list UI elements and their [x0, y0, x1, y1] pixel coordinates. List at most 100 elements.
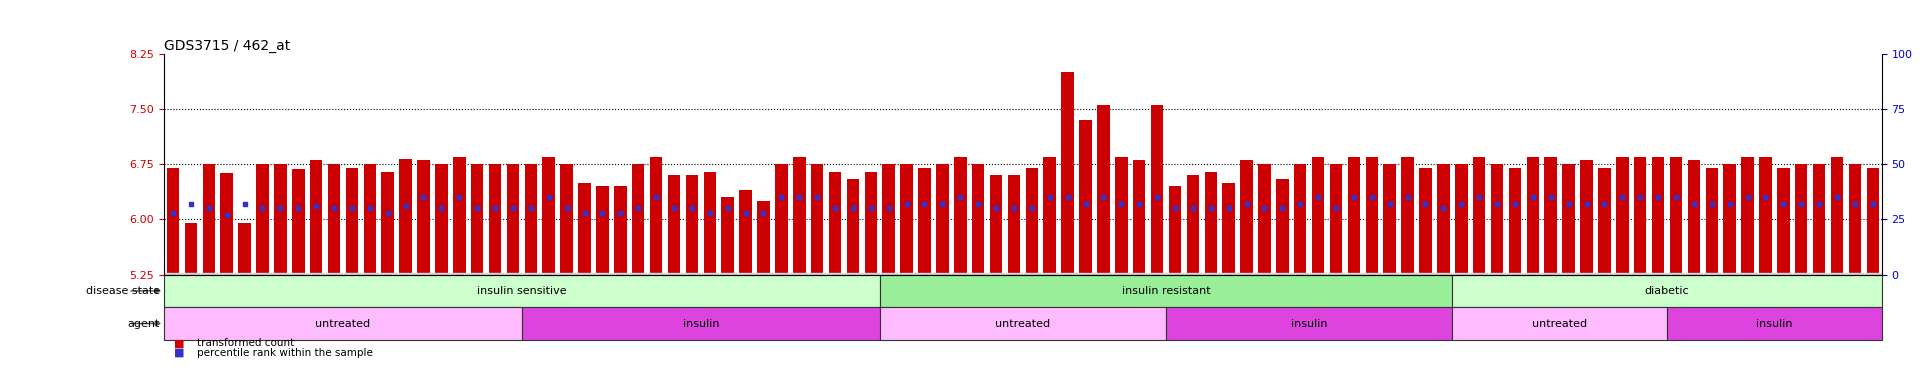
Point [1411, 201, 1442, 207]
Point [1069, 201, 1100, 207]
Bar [237, 223, 251, 275]
Bar [220, 173, 234, 275]
Point [1482, 201, 1513, 207]
Bar [936, 164, 950, 275]
Point [1034, 194, 1065, 200]
Point [1554, 201, 1585, 207]
Bar [973, 164, 984, 275]
Bar [1652, 157, 1664, 275]
Point [604, 210, 635, 216]
Bar [1669, 157, 1683, 275]
Point [1177, 205, 1208, 212]
Point [481, 205, 511, 212]
Point [355, 205, 386, 212]
Bar [311, 161, 322, 275]
Bar [1312, 157, 1324, 275]
Point [1857, 201, 1888, 207]
Bar [1366, 157, 1378, 275]
Bar [882, 164, 896, 275]
Bar [1563, 164, 1575, 275]
Point [1195, 205, 1226, 212]
Bar [185, 223, 197, 275]
Text: insulin: insulin [1756, 318, 1793, 329]
Point [1357, 194, 1388, 200]
Point [749, 210, 780, 216]
Text: insulin: insulin [683, 318, 720, 329]
Bar [488, 164, 502, 275]
Bar [1133, 161, 1146, 275]
Point [1089, 194, 1119, 200]
Bar [739, 190, 753, 275]
Point [1392, 194, 1422, 200]
Point [1696, 201, 1727, 207]
Point [301, 203, 332, 209]
Point [1320, 205, 1351, 212]
Bar [1778, 168, 1789, 275]
Text: disease state: disease state [87, 286, 160, 296]
Point [1143, 194, 1173, 200]
Point [1160, 205, 1191, 212]
Point [569, 210, 600, 216]
Bar [631, 164, 645, 275]
Bar [1204, 172, 1218, 275]
Bar [203, 164, 214, 275]
Bar [953, 157, 967, 275]
Text: agent: agent [127, 318, 160, 329]
Bar [776, 164, 787, 275]
Bar [668, 175, 679, 275]
Text: insulin: insulin [1291, 318, 1328, 329]
Bar [1706, 168, 1718, 275]
Bar [1544, 157, 1558, 275]
Point [1500, 201, 1530, 207]
Bar [880, 275, 1451, 307]
Bar [274, 164, 288, 275]
Bar [1007, 175, 1021, 275]
Point [1285, 201, 1316, 207]
Bar [685, 175, 699, 275]
Point [1839, 201, 1870, 207]
Bar [1473, 157, 1486, 275]
Bar [345, 168, 359, 275]
Bar [1096, 105, 1110, 275]
Point [766, 194, 797, 200]
Point [264, 205, 295, 212]
Point [1303, 194, 1334, 200]
Bar [1438, 164, 1449, 275]
Bar [1723, 164, 1735, 275]
Bar [1451, 275, 1882, 307]
Bar [525, 164, 537, 275]
Point [1123, 201, 1154, 207]
Point [1374, 201, 1405, 207]
Bar [1581, 161, 1592, 275]
Bar [1866, 168, 1880, 275]
Bar [382, 172, 394, 275]
Point [1642, 194, 1673, 200]
Point [872, 205, 903, 212]
Bar [328, 164, 340, 275]
Point [1714, 201, 1745, 207]
Point [230, 201, 261, 207]
Point [1768, 201, 1799, 207]
Bar [1741, 157, 1754, 275]
Bar [793, 157, 805, 275]
Point [1446, 201, 1476, 207]
Bar [1401, 157, 1415, 275]
Bar [1330, 164, 1341, 275]
Bar [1832, 157, 1843, 275]
Point [855, 205, 886, 212]
Point [1751, 194, 1781, 200]
Bar [291, 169, 305, 275]
Bar [1276, 179, 1289, 275]
Bar [1455, 164, 1467, 275]
Bar [257, 164, 268, 275]
Point [158, 210, 189, 216]
Point [658, 205, 689, 212]
Point [1679, 201, 1710, 207]
Bar [1170, 186, 1181, 275]
Bar [880, 307, 1166, 340]
Bar [1222, 182, 1235, 275]
Point [427, 205, 457, 212]
Bar [1490, 164, 1503, 275]
Text: ■: ■ [174, 348, 183, 358]
Text: untreated: untreated [315, 318, 371, 329]
